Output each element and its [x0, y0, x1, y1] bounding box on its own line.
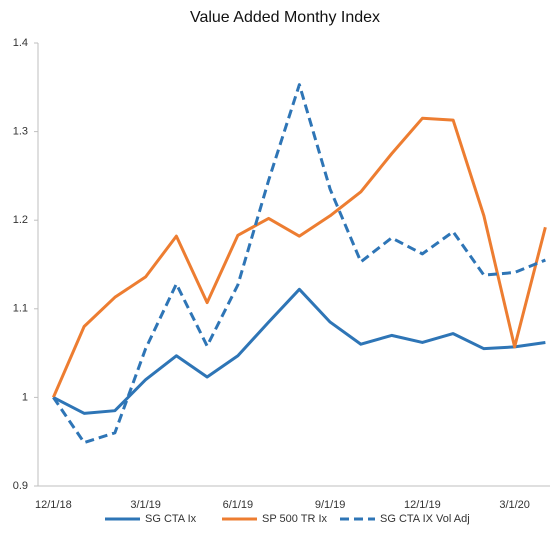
x-tick-label: 12/1/19 — [404, 499, 441, 511]
y-tick-label: 1.4 — [13, 37, 28, 49]
line-series — [52, 83, 546, 445]
x-tick-label: 12/1/18 — [35, 499, 72, 511]
legend-label: SG CTA Ix — [145, 513, 197, 525]
y-tick-label: 1.3 — [13, 126, 28, 138]
legend-label: SG CTA IX Vol Adj — [380, 513, 470, 525]
y-tick-label: 1 — [22, 391, 28, 403]
x-tick-label: 3/1/19 — [130, 499, 161, 511]
x-tick-label: 6/1/19 — [223, 499, 254, 511]
y-tick-label: 1.1 — [13, 303, 28, 315]
legend-label: SP 500 TR Ix — [262, 513, 328, 525]
x-tick-label: 9/1/19 — [315, 499, 346, 511]
line-series — [51, 116, 547, 398]
x-tick-label: 3/1/20 — [499, 499, 530, 511]
y-tick-label: 0.9 — [13, 480, 28, 492]
y-tick-label: 1.2 — [13, 214, 28, 226]
line-series — [52, 287, 546, 415]
chart-title: Value Added Monthy Index — [190, 9, 380, 26]
